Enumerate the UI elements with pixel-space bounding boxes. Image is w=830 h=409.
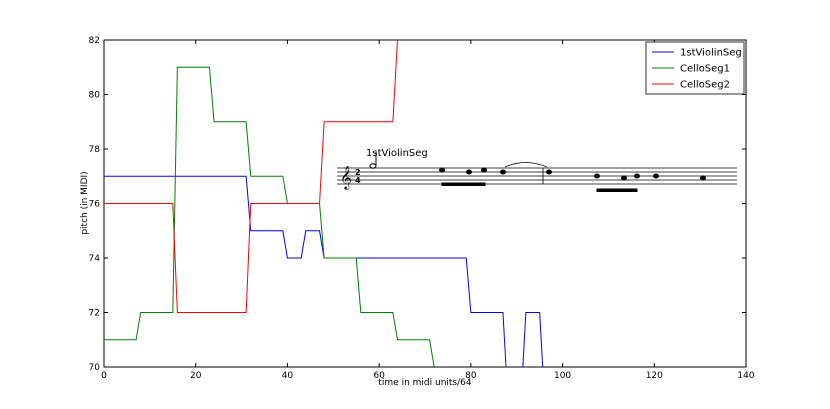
y-tick-label: 76 — [89, 200, 101, 210]
svg-text:2: 2 — [355, 168, 361, 177]
x-tick-label: 0 — [101, 371, 107, 381]
legend-label: CelloSeg1 — [680, 64, 730, 75]
score-image: 1stViolinSeg 𝄞 2 4 — [337, 148, 737, 192]
x-tick-label: 20 — [190, 371, 202, 381]
y-tick-label: 72 — [89, 309, 100, 319]
y-tick-label: 82 — [89, 36, 100, 46]
x-tick-label: 120 — [646, 371, 663, 381]
x-axis-label: time in midi units/64 — [378, 378, 471, 388]
y-tick-label: 74 — [89, 254, 101, 264]
x-tick-label: 100 — [554, 371, 571, 381]
series-line — [104, 66, 435, 367]
x-tick-label: 80 — [465, 371, 477, 381]
x-tick-label: 40 — [282, 371, 294, 381]
plot-lines — [104, 40, 544, 367]
y-axis-label: pitch (in MIDI) — [80, 171, 90, 234]
legend-label: CelloSeg2 — [680, 80, 730, 91]
series-line — [104, 40, 398, 313]
y-tick-label: 78 — [89, 145, 101, 155]
y-tick-label: 80 — [89, 91, 101, 101]
score-label: 1stViolinSeg — [366, 148, 428, 159]
svg-text:𝄞: 𝄞 — [340, 165, 352, 190]
x-tick-label: 60 — [373, 371, 385, 381]
x-tick-label: 140 — [737, 371, 754, 381]
legend-label: 1stViolinSeg — [680, 48, 742, 59]
svg-text:4: 4 — [355, 176, 361, 185]
series-line — [104, 175, 544, 367]
y-tick-label: 70 — [89, 363, 101, 373]
